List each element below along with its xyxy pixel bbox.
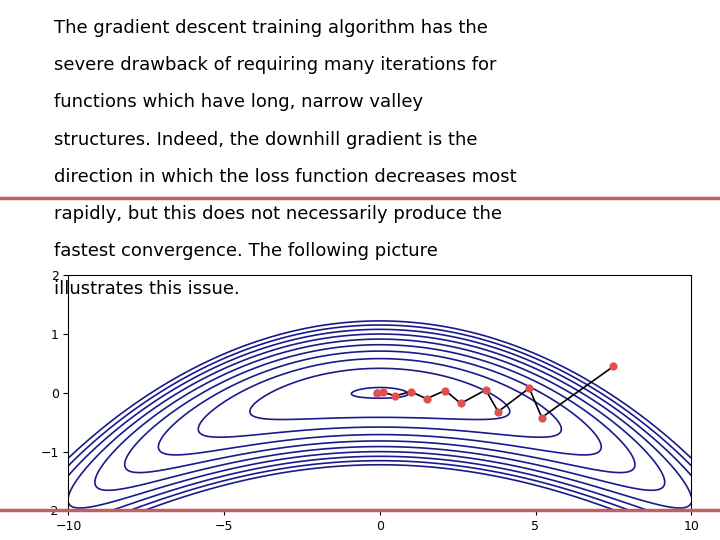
Point: [455, 399, 467, 408]
Point: [420, 394, 432, 403]
Point: [523, 384, 535, 393]
Text: fastest convergence. The following picture: fastest convergence. The following pictu…: [54, 242, 438, 260]
Text: functions which have long, narrow valley: functions which have long, narrow valley: [54, 93, 423, 111]
Text: The gradient descent training algorithm has the: The gradient descent training algorithm …: [54, 19, 488, 37]
Text: structures. Indeed, the downhill gradient is the: structures. Indeed, the downhill gradien…: [54, 131, 477, 149]
Point: [405, 387, 417, 396]
Point: [377, 388, 389, 396]
Text: direction in which the loss function decreases most: direction in which the loss function dec…: [54, 168, 517, 186]
Point: [371, 389, 382, 397]
Text: illustrates this issue.: illustrates this issue.: [54, 280, 240, 298]
Point: [608, 362, 619, 371]
Point: [439, 386, 451, 395]
Text: severe drawback of requiring many iterations for: severe drawback of requiring many iterat…: [54, 56, 497, 74]
Point: [390, 392, 401, 400]
Point: [492, 407, 504, 416]
Point: [371, 389, 382, 397]
Point: [536, 413, 547, 422]
Point: [480, 386, 492, 394]
Text: rapidly, but this does not necessarily produce the: rapidly, but this does not necessarily p…: [54, 205, 502, 223]
